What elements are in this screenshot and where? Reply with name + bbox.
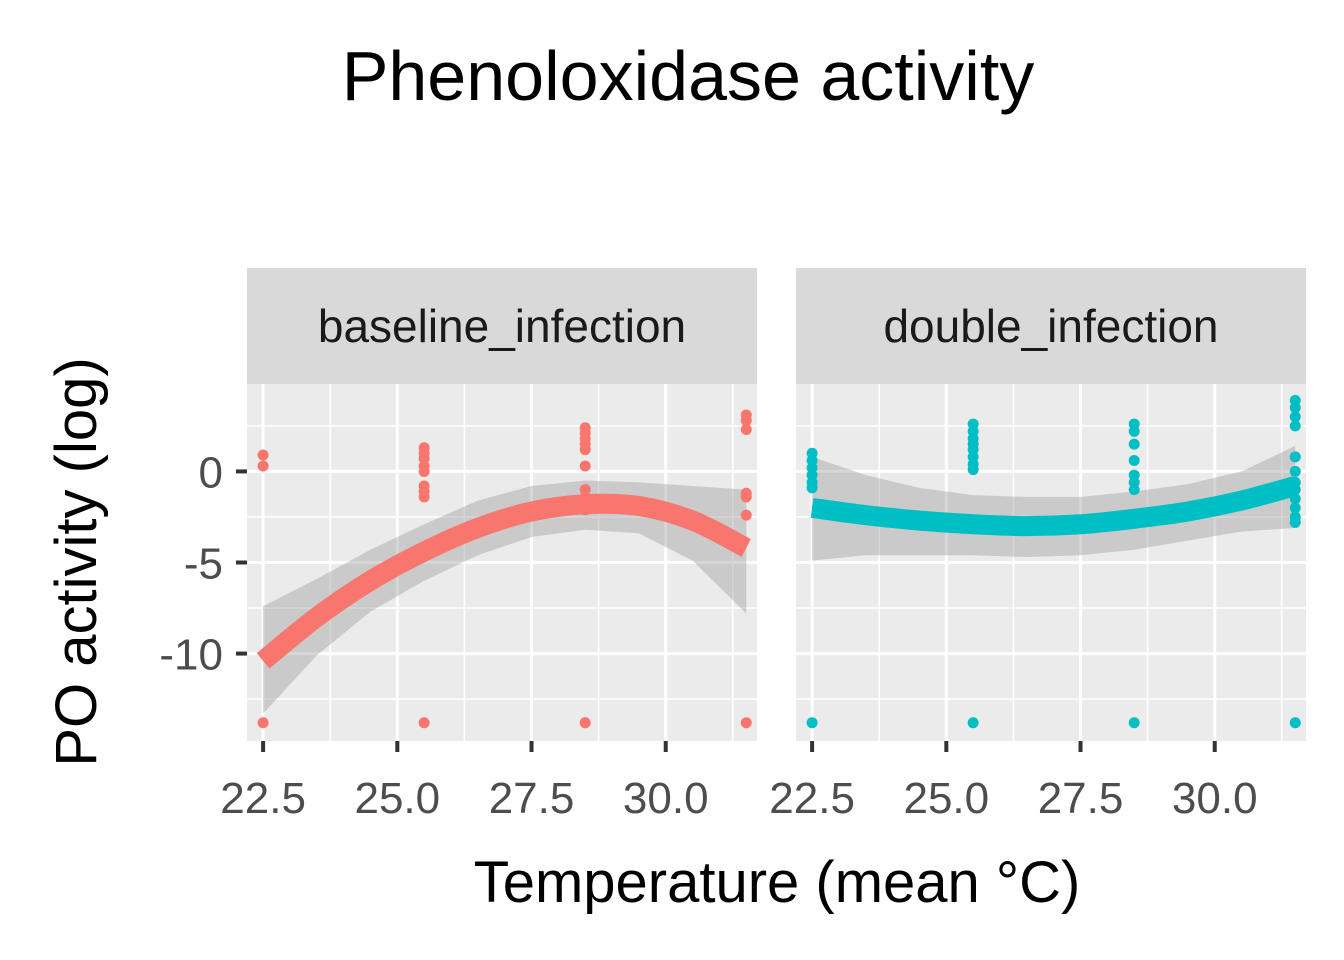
data-point — [1128, 425, 1140, 437]
panel-double_infection: double_infection 22.5 25.0 27.5 30.0 — [769, 268, 1306, 823]
panel-baseline_infection: baseline_infection 22.5 25.0 27.5 30.0 — [220, 268, 757, 823]
data-point — [418, 491, 430, 503]
x-tick-label: 30.0 — [1172, 774, 1258, 823]
fit-line — [256, 493, 751, 669]
data-point — [740, 717, 752, 729]
data-point — [1289, 411, 1301, 423]
data-point — [257, 717, 269, 729]
x-tick-label: 25.0 — [903, 774, 989, 823]
x-tick-label: 22.5 — [769, 774, 855, 823]
data-point — [1128, 455, 1140, 466]
data-point — [806, 717, 818, 729]
data-point — [1128, 438, 1140, 450]
fit-line — [810, 476, 1298, 537]
data-point — [1289, 516, 1301, 528]
data-point — [740, 491, 752, 503]
confidence-band — [812, 445, 1296, 561]
y-axis: 0 -5 -10 — [159, 448, 247, 680]
x-tick-label: 27.5 — [489, 774, 575, 823]
data-point — [579, 717, 591, 729]
x-tick-label: 27.5 — [1038, 774, 1124, 823]
data-point — [1128, 717, 1140, 729]
data-point — [257, 449, 269, 461]
data-point — [1289, 502, 1301, 514]
data-point — [740, 509, 752, 521]
y-tick-label: -10 — [159, 631, 223, 680]
strip-label: baseline_infection — [318, 300, 686, 352]
data-point — [740, 424, 752, 436]
strip-background — [796, 268, 1306, 384]
x-axis-title: Temperature (mean °C) — [474, 850, 1081, 915]
x-tick-label: 25.0 — [354, 774, 440, 823]
data-point — [1289, 451, 1301, 463]
data-point — [579, 444, 591, 456]
data-point — [1289, 717, 1301, 729]
data-point — [740, 414, 752, 426]
data-point — [967, 464, 979, 476]
data-point — [1289, 420, 1301, 432]
data-point — [257, 460, 269, 472]
x-tick-label: 30.0 — [623, 774, 709, 823]
y-axis-title: PO activity (log) — [44, 357, 109, 766]
data-point — [579, 460, 591, 472]
x-tick-label: 22.5 — [220, 774, 306, 823]
data-point — [1128, 484, 1140, 496]
data-point — [418, 717, 430, 729]
chart-title: Phenoloxidase activity — [342, 37, 1035, 115]
data-point — [1289, 402, 1301, 414]
strip-background — [247, 268, 757, 384]
y-tick-label: -5 — [184, 540, 223, 589]
strip-label: double_infection — [883, 300, 1218, 352]
y-tick-label: 0 — [199, 448, 223, 497]
data-point — [1289, 465, 1301, 477]
data-point — [418, 465, 430, 477]
data-point — [967, 717, 979, 729]
data-point — [806, 482, 818, 494]
